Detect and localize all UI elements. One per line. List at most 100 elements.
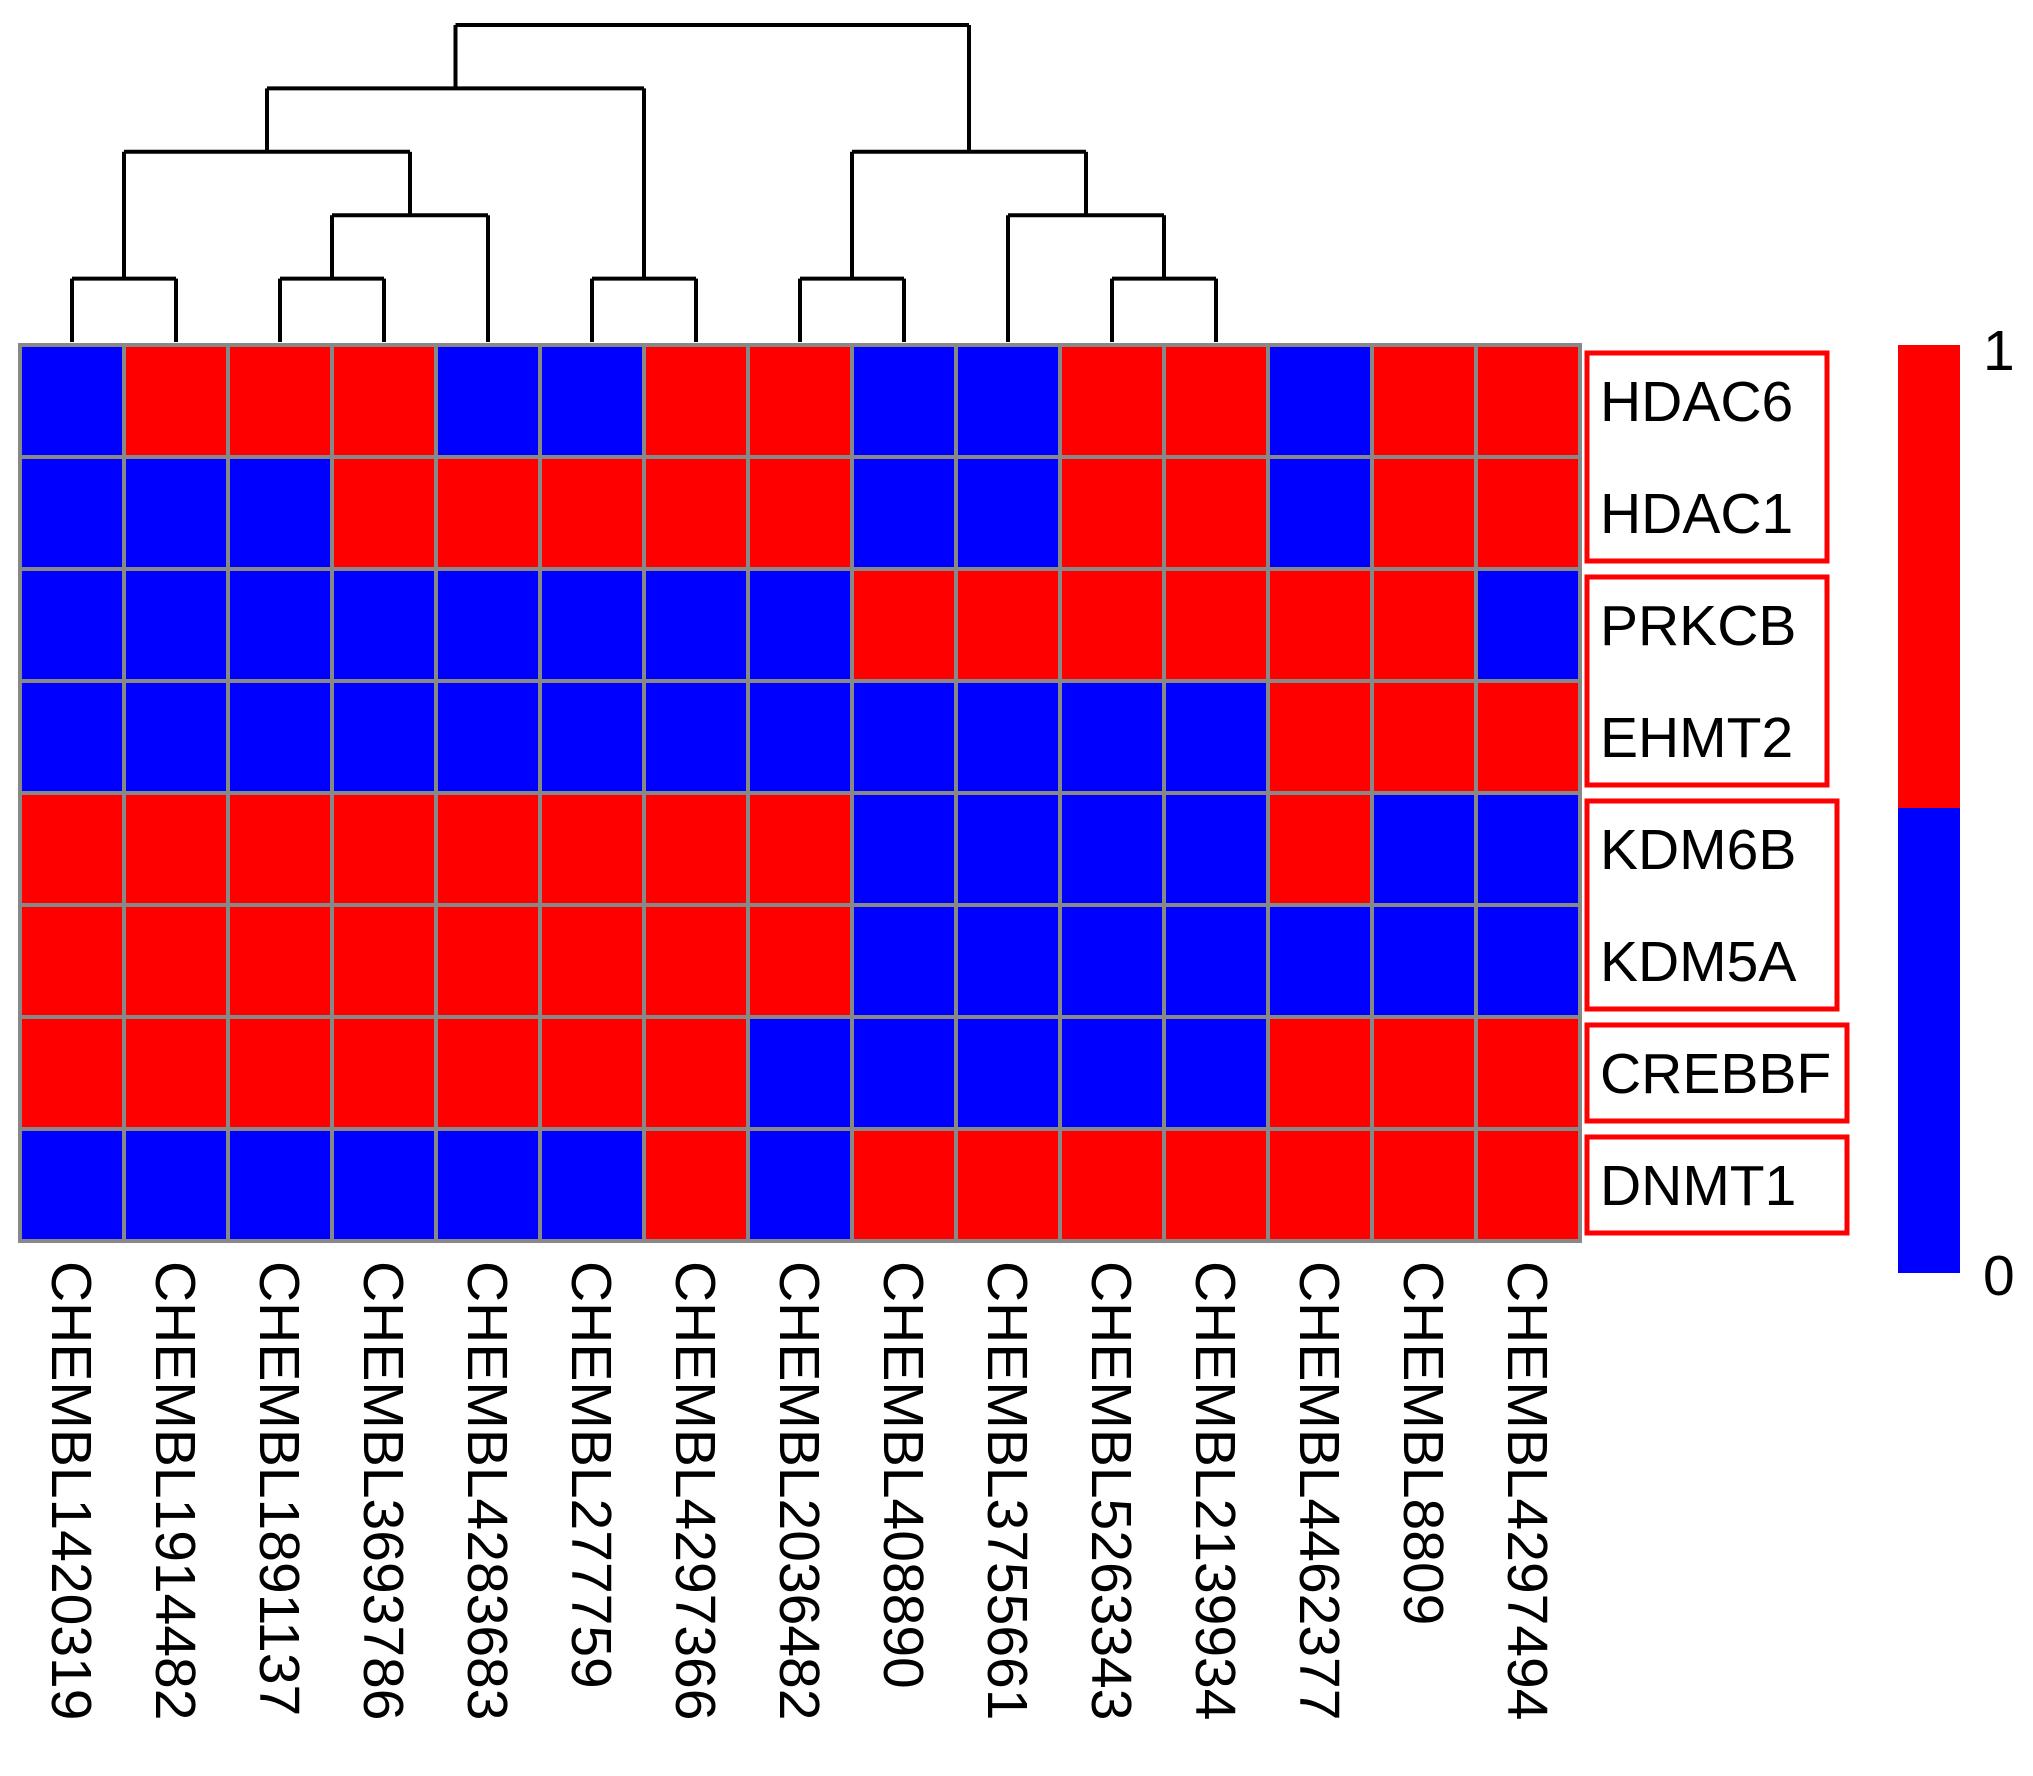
- row-label-ehmt2: EHMT2: [1600, 706, 1793, 770]
- color-legend: 1 0: [1898, 319, 2015, 1308]
- heatmap-cell-dnmt1-4: [330, 1127, 438, 1243]
- heatmap-cell-hdac6-8: [746, 343, 854, 459]
- heatmap-cell-kdm6b-10: [954, 791, 1062, 907]
- heatmap-cell-crebbp-13: [1266, 1015, 1374, 1131]
- heatmap-cell-dnmt1-5: [434, 1127, 542, 1243]
- heatmap-cell-ehmt2-13: [1266, 679, 1374, 795]
- heatmap-cell-dnmt1-3: [226, 1127, 334, 1243]
- heatmap-cell-crebbp-10: [954, 1015, 1062, 1131]
- heatmap-cell-kdm5a-5: [434, 903, 542, 1019]
- column-label-chembl5263343: CHEMBL5263343: [1079, 1261, 1143, 1720]
- row-labels: HDAC6 HDAC1 PRKCB EHMT2 KDM6B KDM5A CREBBF DNMT…: [1600, 370, 1831, 1218]
- heatmap-cell-ehmt2-3: [226, 679, 334, 795]
- heatmap-cell-crebbp-9: [850, 1015, 958, 1131]
- heatmap-cell-hdac1-10: [954, 455, 1062, 571]
- heatmap-cell-crebbp-15: [1474, 1015, 1582, 1131]
- heatmap-cell-hdac1-8: [746, 455, 854, 571]
- row-label-hdac1: HDAC1: [1600, 482, 1793, 546]
- heatmap-cell-kdm6b-7: [642, 791, 750, 907]
- group-box-hdac6-hdac1: [1584, 350, 1830, 564]
- heatmap-cell-ehmt2-8: [746, 679, 854, 795]
- heatmap-cell-ehmt2-6: [538, 679, 646, 795]
- column-dendrogram: [70, 23, 1218, 342]
- column-labels: CHEMBL1420319 CHEMBL1914482 CHEMBL1891137 C…: [39, 1261, 1559, 1720]
- heatmap-cell-crebbp-14: [1370, 1015, 1478, 1131]
- heatmap-cell-hdac6-14: [1370, 343, 1478, 459]
- heatmap-cell-kdm6b-9: [850, 791, 958, 907]
- heatmap-cell-ehmt2-15: [1474, 679, 1582, 795]
- heatmap-cell-ehmt2-10: [954, 679, 1062, 795]
- heatmap-cell-hdac6-9: [850, 343, 958, 459]
- heatmap-cell-hdac6-11: [1058, 343, 1166, 459]
- heatmap-cell-crebbp-2: [122, 1015, 230, 1131]
- row-label-crebbp: CREBBF: [1600, 1042, 1831, 1106]
- heatmap-cell-kdm6b-12: [1162, 791, 1270, 907]
- heatmap-cell-dnmt1-7: [642, 1127, 750, 1243]
- heatmap-cell-ehmt2-7: [642, 679, 750, 795]
- heatmap-cell-crebbp-4: [330, 1015, 438, 1131]
- heatmap-cell-kdm5a-2: [122, 903, 230, 1019]
- heatmap-cell-ehmt2-4: [330, 679, 438, 795]
- heatmap-cell-kdm6b-14: [1370, 791, 1478, 907]
- heatmap-cell-dnmt1-12: [1162, 1127, 1270, 1243]
- heatmap-cell-ehmt2-14: [1370, 679, 1478, 795]
- heatmap-cell-prkcb-8: [746, 567, 854, 683]
- heatmap-cell-hdac1-12: [1162, 455, 1270, 571]
- heatmap-cell-prkcb-11: [1058, 567, 1166, 683]
- heatmap-cell-hdac1-4: [330, 455, 438, 571]
- heatmap-cell-ehmt2-1: [18, 679, 126, 795]
- heatmap-cell-kdm5a-13: [1266, 903, 1374, 1019]
- heatmap-cells: [18, 343, 1582, 1243]
- heatmap-cell-dnmt1-1: [18, 1127, 126, 1243]
- heatmap-cell-dnmt1-6: [538, 1127, 646, 1243]
- heatmap-border: [18, 343, 1582, 1243]
- row-label-kdm6b: KDM6B: [1600, 818, 1796, 882]
- column-label-chembl8809: CHEMBL8809: [1391, 1261, 1455, 1625]
- row-label-hdac6: HDAC6: [1600, 370, 1793, 434]
- heatmap-cell-crebbp-8: [746, 1015, 854, 1131]
- heatmap-cell-hdac1-9: [850, 455, 958, 571]
- heatmap-cell-prkcb-5: [434, 567, 542, 683]
- heatmap-cell-ehmt2-2: [122, 679, 230, 795]
- heatmap-cell-kdm5a-6: [538, 903, 646, 1019]
- column-label-chembl2036482: CHEMBL2036482: [767, 1261, 831, 1720]
- heatmap-cell-hdac6-7: [642, 343, 750, 459]
- heatmap-cell-kdm6b-15: [1474, 791, 1582, 907]
- heatmap-cell-crebbp-3: [226, 1015, 334, 1131]
- heatmap-cell-prkcb-10: [954, 567, 1062, 683]
- group-box-prkcb-ehmt2: [1584, 574, 1830, 788]
- heatmap-cell-kdm6b-6: [538, 791, 646, 907]
- heatmap-cell-crebbp-5: [434, 1015, 542, 1131]
- column-label-chembl408890: CHEMBL408890: [871, 1261, 935, 1689]
- group-box-kdm6b-kdm5a: [1584, 798, 1840, 1012]
- heatmap-cell-kdm6b-5: [434, 791, 542, 907]
- heatmap-cell-kdm6b-11: [1058, 791, 1166, 907]
- heatmap-cell-ehmt2-9: [850, 679, 958, 795]
- heatmap-cell-kdm6b-8: [746, 791, 854, 907]
- heatmap-cell-prkcb-13: [1266, 567, 1374, 683]
- heatmap-cell-prkcb-12: [1162, 567, 1270, 683]
- legend-min-label: 0: [1983, 1244, 2015, 1308]
- heatmap-cell-kdm6b-1: [18, 791, 126, 907]
- heatmap-cell-hdac1-13: [1266, 455, 1374, 571]
- column-label-chembl3693786: CHEMBL3693786: [351, 1261, 415, 1720]
- heatmap-cell-kdm5a-4: [330, 903, 438, 1019]
- heatmap-cell-kdm5a-1: [18, 903, 126, 1019]
- heatmap-cell-prkcb-9: [850, 567, 958, 683]
- group-box-crebbp: [1584, 1022, 1850, 1124]
- row-label-prkcb: PRKCB: [1600, 594, 1796, 658]
- heatmap-cell-kdm5a-3: [226, 903, 334, 1019]
- legend-high-bar: [1898, 345, 1960, 808]
- heatmap-cell-kdm5a-7: [642, 903, 750, 1019]
- row-label-kdm5a: KDM5A: [1600, 930, 1796, 994]
- heatmap-cell-prkcb-3: [226, 567, 334, 683]
- heatmap-cell-hdac6-13: [1266, 343, 1374, 459]
- column-label-chembl3755661: CHEMBL3755661: [975, 1261, 1039, 1720]
- heatmap-cell-prkcb-2: [122, 567, 230, 683]
- heatmap-cell-prkcb-7: [642, 567, 750, 683]
- heatmap-cell-hdac1-14: [1370, 455, 1478, 571]
- row-group-boxes: [1584, 350, 1850, 1236]
- heatmap-cell-hdac1-2: [122, 455, 230, 571]
- heatmap-cell-prkcb-14: [1370, 567, 1478, 683]
